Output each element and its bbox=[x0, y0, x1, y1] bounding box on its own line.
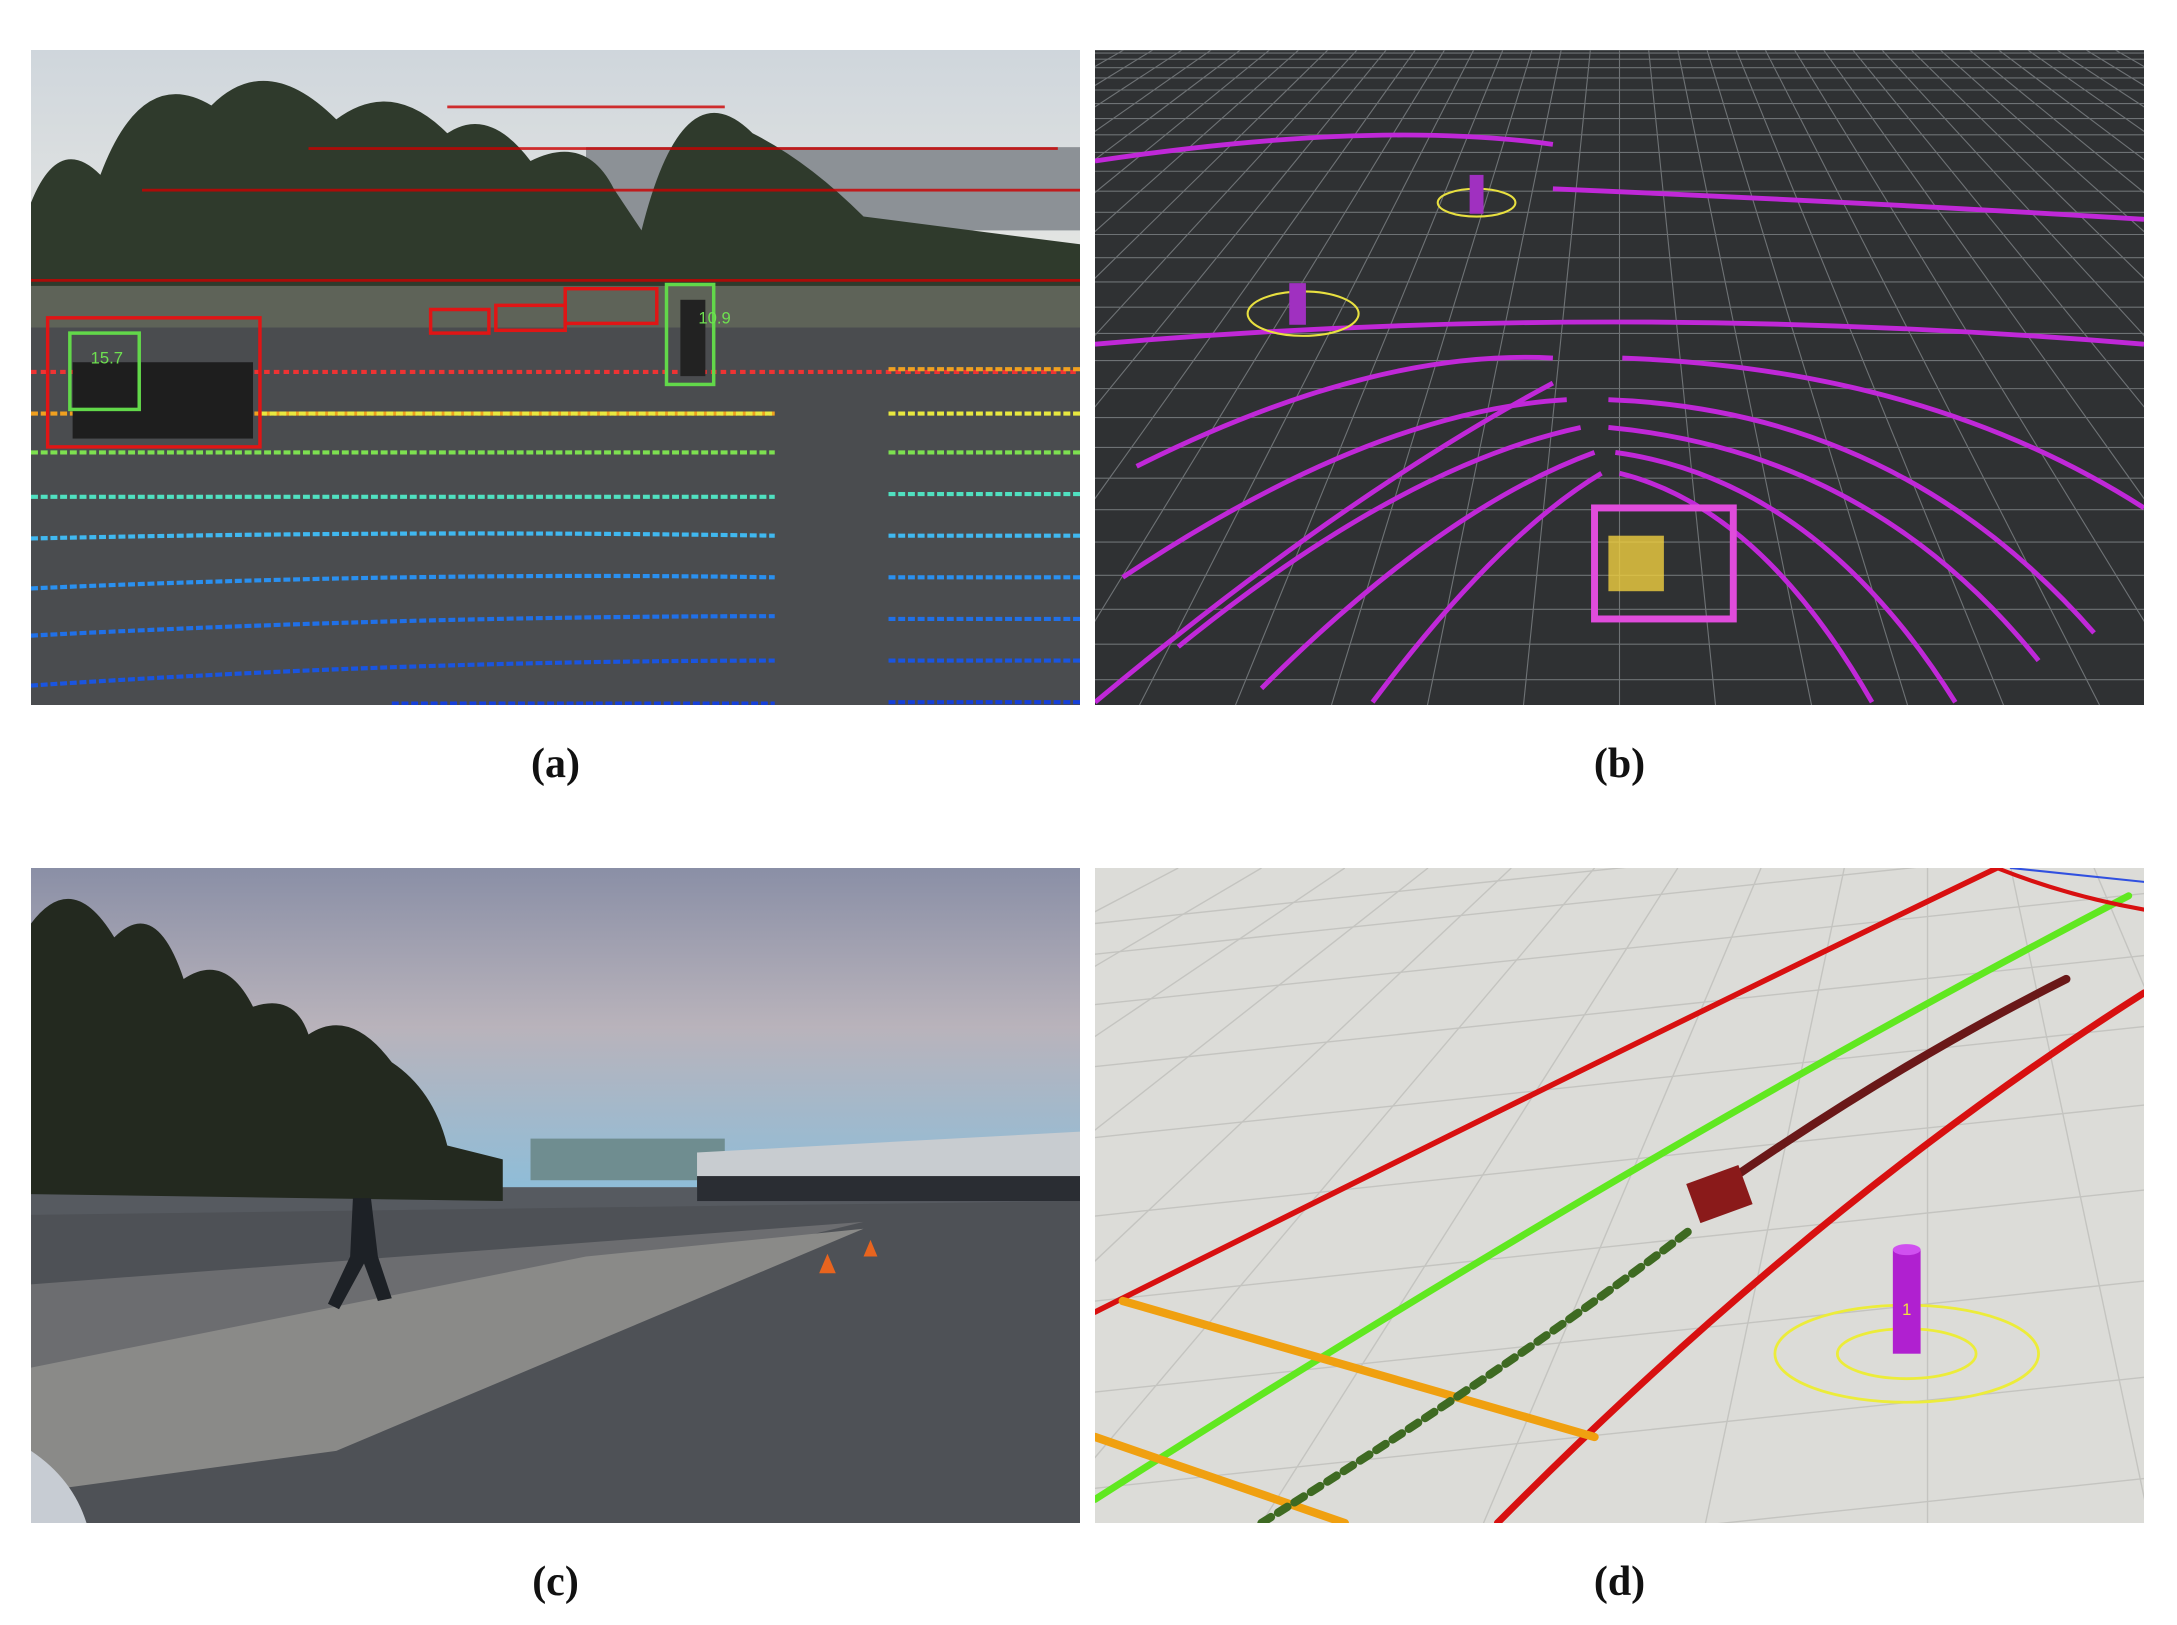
grid-line bbox=[2093, 868, 2144, 988]
camera-view bbox=[31, 868, 1080, 1523]
grid-line bbox=[1095, 1280, 2144, 1393]
caption: (a) bbox=[531, 741, 580, 787]
caption: (d) bbox=[1593, 1559, 1646, 1605]
grid-line bbox=[1482, 868, 1762, 1523]
grid-line bbox=[1095, 954, 2144, 1068]
grid-line bbox=[2010, 868, 2144, 1501]
grid-line bbox=[1095, 868, 1917, 955]
grid-line bbox=[1095, 50, 1329, 279]
grid-line bbox=[1522, 50, 1591, 705]
grid-line bbox=[1426, 50, 1562, 705]
grid-line bbox=[1095, 868, 1627, 925]
grid-line bbox=[1095, 50, 1271, 194]
grid-line bbox=[1095, 1104, 2144, 1217]
grid-line bbox=[1095, 868, 1596, 1459]
lidar-tracking-view bbox=[1095, 50, 2144, 705]
grid-line bbox=[1095, 1025, 2144, 1139]
caption: (b) bbox=[1593, 741, 1646, 787]
grid-line bbox=[1910, 50, 2144, 279]
grid-line bbox=[1764, 50, 2101, 705]
grid-line bbox=[1704, 868, 1845, 1523]
grid-line bbox=[1939, 50, 2144, 233]
grid-line bbox=[1095, 868, 1429, 1131]
grid-line bbox=[1881, 50, 2144, 337]
distance-label: 15.7 bbox=[91, 349, 123, 368]
grid-line bbox=[1260, 868, 1679, 1523]
grid-line bbox=[1095, 50, 1358, 337]
grid-line bbox=[1677, 50, 1813, 705]
grid-line bbox=[1330, 50, 1533, 705]
grid-line bbox=[1735, 50, 2005, 705]
grid-line bbox=[1793, 50, 2144, 622]
grid-line bbox=[1138, 50, 1475, 705]
grid-line bbox=[1822, 50, 2144, 500]
grid-line bbox=[1717, 1477, 2144, 1523]
grid-line bbox=[1095, 50, 1242, 161]
grid-line bbox=[1095, 1189, 2144, 1302]
camera-lidar-view: 15.7 10.9 bbox=[31, 50, 1080, 705]
grid-line bbox=[1095, 50, 1417, 500]
grid-line bbox=[1968, 50, 2144, 194]
grid-line bbox=[1095, 868, 1346, 1038]
distance-label: 10.9 bbox=[698, 308, 730, 327]
grid-line bbox=[1997, 50, 2144, 161]
grid-line bbox=[1095, 868, 1512, 1262]
grid-line bbox=[1095, 892, 2144, 1006]
planning-view: 1 bbox=[1095, 868, 2144, 1523]
grid-line bbox=[1852, 50, 2144, 408]
track-id: 1 bbox=[1902, 1300, 1911, 1319]
grid-line bbox=[1095, 50, 1446, 622]
grid-line bbox=[1095, 50, 1387, 408]
grid-line bbox=[1648, 50, 1717, 705]
caption: (c) bbox=[532, 1559, 579, 1605]
